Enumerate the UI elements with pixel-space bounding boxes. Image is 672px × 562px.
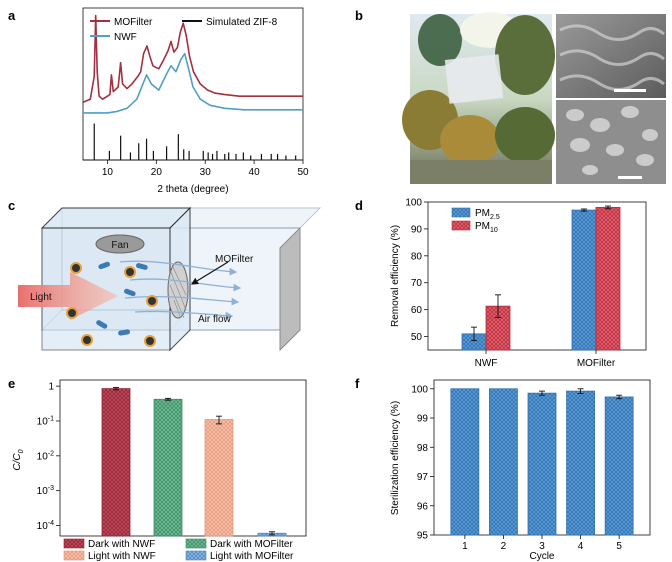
removal-ytick-label: 80 [411,251,423,262]
legend-pm10: PM10 [475,221,498,234]
sterilization-bar [450,388,480,536]
photos-panel [402,12,666,184]
legend-dark-nwf: Dark with NWF [88,539,155,550]
mofilter-line [82,14,303,103]
removal-ytick-label: 60 [411,305,423,316]
removal-bar [571,209,597,351]
sterilization-bar [527,392,557,536]
sterilization-ytick-label: 97 [417,472,429,483]
air-flow-label: Air flow [198,314,232,325]
legend-light-mofilter: Light with MOFilter [210,551,294,562]
sterilization-ytick-label: 95 [417,531,429,542]
sterilization-efficiency-chart: 1 2 3 4 5 95 96 97 98 99 100 Sterilization efficie… [390,379,651,562]
survival-ylabel: C/C0 [12,449,25,470]
bacteria-survival-chart: 1 10-1 10-2 10-3 10-4 C/C0 Dark with NWF Dar… [12,379,307,562]
xrd-xtick-label: 30 [200,167,212,178]
sterilization-xtick-label: 2 [501,541,507,552]
xrd-xtick-label: 20 [151,167,163,178]
panel-label-a: a [8,8,16,23]
xrd-xlabel: 2 theta (degree) [157,184,228,195]
sterilization-xlabel: Cycle [529,551,554,562]
legend-simulated: Simulated ZIF-8 [206,17,278,28]
panel-label-d: d [355,198,363,213]
legend-nwf: NWF [114,32,137,43]
removal-ytick-label: 50 [411,332,423,343]
sterilization-ytick-label: 96 [417,501,429,512]
survival-ytick-label: 10-1 [37,415,54,427]
panel-label-e: e [8,376,15,391]
sterilization-xtick-label: 1 [462,541,468,552]
sterilization-ytick-label: 98 [417,443,429,454]
survival-plot-frame [59,379,307,537]
removal-category-label: NWF [475,358,498,369]
legend-mofilter: MOFilter [114,17,153,28]
xrd-xtick-label: 10 [102,167,114,178]
fan-label: Fan [111,240,128,251]
legend-dark-mofilter: Dark with MOFilter [210,539,293,550]
fan-icon [95,234,145,254]
survival-legend: Dark with NWF Dark with MOFilter Light w… [63,538,294,562]
sterilization-bar [604,396,634,536]
mofilter-label: MOFilter [215,254,254,265]
removal-ylabel: Removal efficiency (%) [390,225,401,327]
scale-bar-top [614,89,646,92]
nwf-line [83,52,303,114]
xrd-chart: 10 20 30 40 50 2 theta (degree) MOFilter NWF… [82,7,309,195]
sterilization-bar [566,390,595,536]
survival-bar [153,398,183,537]
survival-ytick-label: 10-4 [37,520,54,532]
sterilization-xtick-label: 5 [616,541,622,552]
survival-ytick-label: 1 [48,382,54,393]
photo-filter-outdoor [402,12,555,184]
removal-ytick-label: 90 [411,224,423,235]
bacteria-icons [66,261,158,347]
sem-image-top [556,14,666,98]
legend-light-nwf: Light with NWF [88,551,156,562]
sterilization-xtick-label: 3 [539,541,545,552]
panel-label-c: c [8,198,15,213]
light-label: Light [30,292,52,303]
panel-label-f: f [355,376,360,391]
sterilization-ylabel: Sterilization efficiency (%) [390,401,401,515]
light-beam [18,272,118,320]
survival-ytick-label: 10-3 [37,485,54,497]
sterilization-ytick-label: 99 [417,414,429,425]
xrd-xtick-label: 40 [249,167,261,178]
sem-image-bottom [556,100,666,184]
removal-bar [595,206,621,351]
sterilization-ytick-label: 100 [411,384,428,395]
removal-ytick-label: 70 [411,278,423,289]
removal-efficiency-chart: 50 60 70 80 90 100 NWF MOFilter Removal efficie… [390,198,647,369]
removal-legend: PM2.5 PM10 [451,207,500,234]
sterilization-xtick-label: 4 [578,541,584,552]
removal-ytick-label: 100 [405,198,422,209]
xrd-xtick-label: 50 [297,167,309,178]
legend-pm25: PM2.5 [475,208,500,221]
removal-plot-frame [427,201,647,351]
survival-ytick-label: 10-2 [37,450,54,462]
xrd-legend: MOFilter NWF Simulated ZIF-8 [90,17,278,43]
sterilization-bar [489,388,518,536]
removal-category-label: MOFilter [577,358,616,369]
air-filter-schematic: Fan Light MOFilter Air flow [18,206,322,352]
panel-label-b: b [355,8,363,23]
scale-bar-bottom [618,176,642,179]
survival-bar [204,419,234,537]
survival-bar [101,388,131,537]
